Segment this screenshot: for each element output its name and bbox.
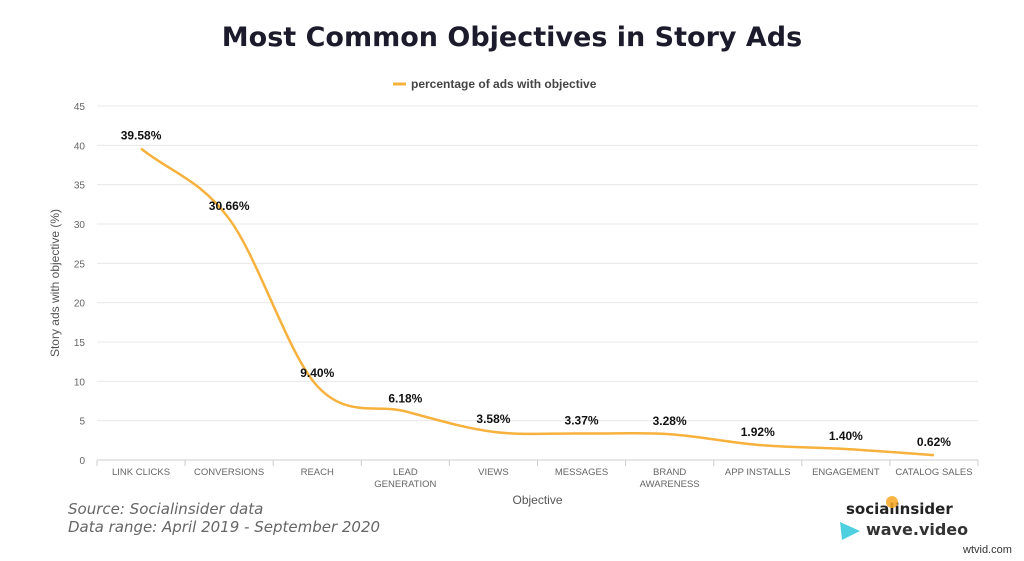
x-tick-label: CATALOG SALES (895, 467, 972, 478)
x-tick-label: CONVERSIONS (194, 467, 264, 478)
date-range-text: Data range: April 2019 - September 2020 (68, 518, 381, 536)
data-label: 30.66% (209, 199, 250, 213)
x-tick-label: LINK CLICKS (112, 467, 170, 478)
y-tick-label: 30 (74, 220, 86, 231)
y-tick-label: 0 (79, 456, 85, 467)
y-tick-label: 15 (74, 338, 86, 349)
x-tick-label: AWARENESS (640, 479, 700, 490)
data-label: 0.62% (917, 435, 951, 449)
x-tick-label: ENGAGEMENT (812, 467, 880, 478)
chart-title: Most Common Objectives in Story Ads (221, 22, 803, 53)
x-tick-label: REACH (301, 467, 334, 478)
socialinsider-logo-dot-icon (886, 496, 898, 508)
data-label: 3.37% (565, 413, 599, 427)
legend-label: percentage of ads with objective (411, 77, 597, 91)
data-label: 6.18% (388, 391, 422, 405)
data-label: 1.40% (829, 429, 863, 443)
data-label: 9.40% (300, 366, 334, 380)
wave-video-play-icon (840, 522, 860, 540)
data-label: 3.28% (653, 414, 687, 428)
y-tick-label: 5 (79, 417, 85, 428)
y-tick-label: 45 (74, 102, 86, 113)
x-tick-label: GENERATION (374, 479, 436, 490)
x-tick-label: MESSAGES (555, 467, 608, 478)
x-axis-label: Objective (512, 493, 562, 507)
data-label: 3.58% (476, 412, 510, 426)
data-label: 1.92% (741, 425, 775, 439)
watermark: wtvid.com (963, 544, 1012, 556)
socialinsider-logo: socialinsider (846, 500, 953, 518)
x-tick-label: VIEWS (478, 467, 509, 478)
x-tick-label: BRAND (653, 467, 686, 478)
wave-video-logo: wave.video (866, 520, 969, 539)
y-axis-label: Story ads with objective (%) (48, 209, 62, 357)
series-line (140, 147, 935, 457)
y-tick-label: 20 (74, 299, 86, 310)
x-tick-label: LEAD (393, 467, 418, 478)
source-text: Source: Socialinsider data (68, 500, 264, 518)
y-tick-label: 35 (74, 181, 86, 192)
y-tick-label: 40 (74, 141, 86, 152)
x-tick-label: APP INSTALLS (725, 467, 791, 478)
y-tick-label: 25 (74, 259, 86, 270)
data-label: 39.58% (121, 129, 162, 143)
y-tick-label: 10 (74, 377, 86, 388)
